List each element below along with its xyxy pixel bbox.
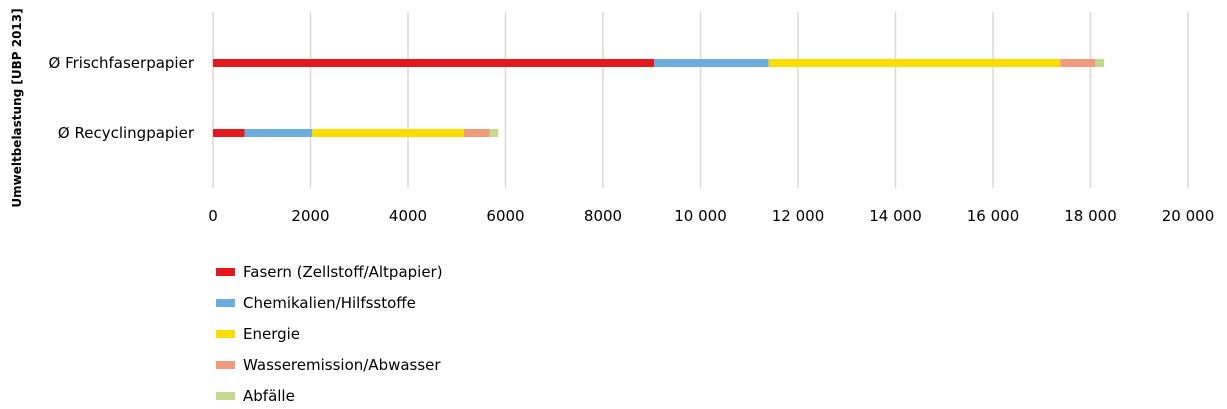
- x-tick-label: 0: [208, 207, 218, 225]
- bar-segment: [311, 129, 465, 137]
- legend-label: Wasseremission/Abwasser: [243, 356, 441, 374]
- x-tick-label: 10 000: [674, 207, 727, 225]
- bar-segment: [244, 129, 312, 137]
- x-tick-label: 4000: [389, 207, 427, 225]
- bar-segment: [213, 59, 655, 67]
- x-tick-labels: 0 2000 4000 6000 8000 10 000 12 000 14 000 16 00…: [208, 207, 1214, 225]
- legend-swatch: [216, 299, 235, 307]
- legend-swatch: [216, 268, 235, 276]
- legend-label: Energie: [243, 325, 300, 343]
- bars: [213, 59, 1105, 137]
- x-tick-label: 12 000: [772, 207, 825, 225]
- x-tick-label: 16 000: [967, 207, 1020, 225]
- category-labels: Ø Frischfaserpapier Ø Recyclingpapier: [49, 54, 195, 142]
- x-tick-label: 6000: [486, 207, 524, 225]
- legend-label: Fasern (Zellstoff/Altpapier): [243, 263, 443, 281]
- x-tick-label: 18 000: [1064, 207, 1117, 225]
- bar-segment: [768, 59, 1061, 67]
- bar-segment: [1060, 59, 1096, 67]
- legend-label: Chemikalien/Hilfsstoffe: [243, 294, 416, 312]
- legend-label: Abfälle: [243, 387, 295, 405]
- bar-segment: [1095, 59, 1105, 67]
- legend: Fasern (Zellstoff/Altpapier) Chemikalien/…: [216, 263, 443, 405]
- gridlines: [212, 12, 1189, 188]
- x-tick-label: 2000: [291, 207, 329, 225]
- legend-swatch: [216, 361, 235, 369]
- x-tick-label: 20 000: [1162, 207, 1215, 225]
- bar-segment: [654, 59, 769, 67]
- category-label: Ø Frischfaserpapier: [49, 54, 195, 72]
- y-axis-label: Umweltbelastung [UBP 2013]: [10, 8, 24, 207]
- x-tick-label: 8000: [584, 207, 622, 225]
- bar-segment: [464, 129, 490, 137]
- category-label: Ø Recyclingpapier: [58, 124, 195, 142]
- x-tick-label: 14 000: [869, 207, 922, 225]
- legend-swatch: [216, 392, 235, 400]
- legend-swatch: [216, 330, 235, 338]
- bar-segment: [489, 129, 499, 137]
- bar-segment: [213, 129, 245, 137]
